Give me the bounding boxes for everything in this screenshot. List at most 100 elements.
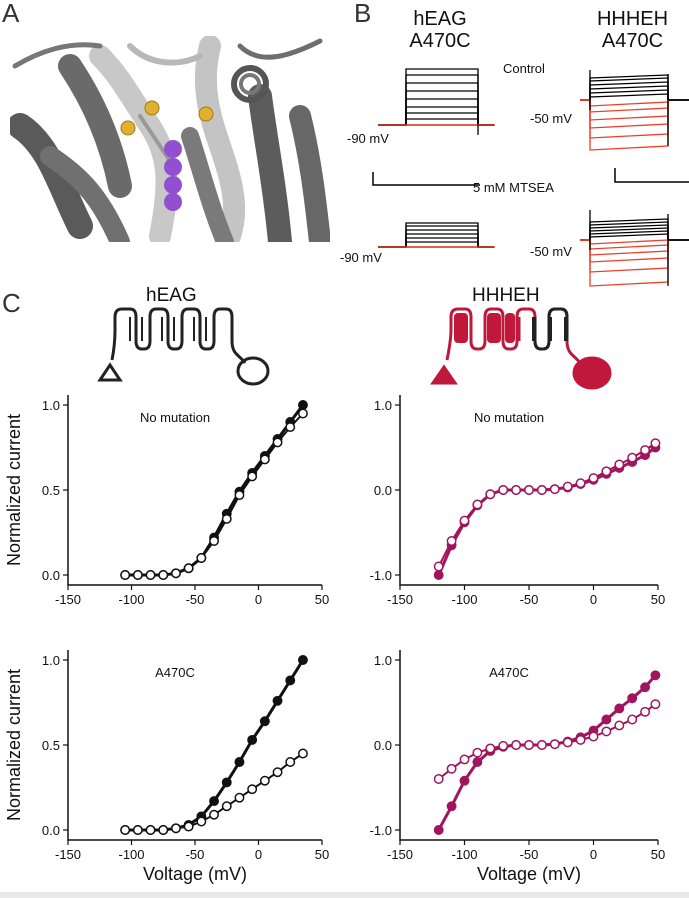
data-point — [272, 695, 283, 706]
data-point — [132, 570, 143, 580]
data-point — [247, 471, 258, 482]
data-point — [285, 422, 296, 433]
data-point — [472, 499, 483, 510]
data-point — [221, 513, 232, 524]
data-point — [562, 737, 573, 748]
data-point — [433, 561, 444, 572]
data-point — [575, 734, 586, 745]
data-point — [285, 675, 296, 686]
y-tick-label: 1.0 — [42, 653, 60, 668]
iv-charts: -150 -100 -50 0 50 0.0 0.5 1.0 No mutation Normal… — [4, 395, 665, 884]
n-terminal-triangle-icon — [97, 362, 123, 382]
data-point — [601, 714, 612, 725]
chart-annotation: A470C — [489, 665, 529, 680]
data-point — [511, 740, 522, 750]
data-point — [433, 774, 444, 784]
data-point — [120, 825, 131, 835]
y-tick-label: 0.0 — [42, 568, 60, 583]
trace-heag-control — [378, 98, 494, 126]
data-point — [247, 784, 258, 795]
data-point — [234, 490, 245, 501]
y-tick-label: 0.5 — [42, 738, 60, 753]
y-tick-label: 0.0 — [42, 823, 60, 838]
schematic-label-hhheh: HHHEH — [472, 285, 540, 306]
protein-structure-image — [10, 36, 330, 242]
y-tick-label: 1.0 — [374, 653, 392, 668]
data-point — [234, 757, 245, 767]
x-tick-label: 50 — [651, 592, 665, 607]
iv-chart: -150 -100 -50 0 50 0.0 0.5 1.0 No mutation Normal… — [4, 395, 329, 607]
x-tick-label: -150 — [387, 592, 413, 607]
data-point — [640, 706, 651, 717]
data-point — [259, 775, 270, 786]
data-point — [498, 485, 509, 495]
data-point — [196, 816, 207, 827]
current-traces — [372, 68, 689, 287]
y-tick-label: 0.5 — [42, 483, 60, 498]
trace-hhheh-hyperpol — [580, 239, 669, 250]
x-tick-label: -50 — [520, 847, 539, 862]
chart-annotation: A470C — [155, 665, 195, 680]
data-point — [171, 568, 181, 579]
mtsea-label: 5 mM MTSEA — [473, 180, 554, 195]
series-line — [125, 404, 305, 577]
trace-hhheh-hyperpol — [580, 99, 669, 107]
data-point — [549, 739, 560, 750]
hold-label-3: -90 mV — [340, 250, 382, 265]
series-line — [437, 674, 657, 831]
c-terminal-circle-icon — [236, 356, 270, 386]
iv-chart: -150 -100 -50 0 50 -1.0 0.0 1.0 No mutation — [370, 395, 665, 607]
data-point — [549, 484, 560, 495]
data-point — [285, 757, 296, 767]
data-point — [247, 734, 258, 745]
trace-heag-control — [378, 118, 494, 126]
data-point — [485, 489, 496, 500]
data-point — [145, 570, 156, 580]
x-tick-label: 50 — [315, 847, 329, 862]
data-point — [234, 792, 245, 803]
trace-heag-control — [378, 90, 494, 126]
scale-bar-right — [614, 168, 689, 183]
data-point — [433, 570, 444, 580]
y-tick-label: 1.0 — [42, 398, 60, 413]
x-tick-label: -150 — [55, 847, 81, 862]
data-point — [298, 408, 308, 419]
scale-bar-left — [372, 172, 480, 186]
data-point — [183, 821, 194, 832]
data-point — [446, 763, 457, 774]
heag-schematic — [97, 307, 270, 386]
data-point — [459, 754, 470, 765]
data-point — [259, 716, 270, 727]
y-tick-label: -1.0 — [370, 568, 392, 583]
data-point — [536, 485, 547, 495]
data-point — [614, 459, 625, 470]
hhheh-schematic — [430, 307, 612, 390]
y-tick-label: 1.0 — [374, 398, 392, 413]
data-point — [650, 438, 661, 449]
x-tick-label: 0 — [590, 592, 597, 607]
data-point — [259, 454, 270, 465]
data-point — [524, 740, 534, 750]
iv-chart: -150 -100 -50 0 50 0.0 0.5 1.0 A470C Normalized c… — [4, 650, 329, 884]
data-point — [614, 720, 625, 731]
data-point — [209, 796, 220, 807]
data-point — [614, 703, 625, 714]
data-point — [298, 655, 308, 665]
data-point — [588, 473, 599, 484]
data-point — [536, 740, 547, 750]
col2-title: HHHEH A470C — [580, 8, 685, 52]
chart-annotation: No mutation — [140, 410, 210, 425]
hold-label-4: -50 mV — [530, 244, 572, 259]
axis-line — [67, 650, 322, 841]
x-axis-label: Voltage (mV) — [143, 864, 247, 884]
x-axis-label: Voltage (mV) — [477, 864, 581, 884]
x-tick-label: -50 — [186, 592, 205, 607]
x-tick-label: -150 — [55, 592, 81, 607]
data-point — [446, 536, 457, 546]
trace-heag-control — [378, 68, 494, 126]
bottom-strip — [0, 892, 689, 898]
data-point — [298, 400, 308, 410]
data-point — [472, 747, 483, 758]
col1-title-line2: A470C — [409, 30, 471, 52]
series-line — [438, 703, 657, 780]
